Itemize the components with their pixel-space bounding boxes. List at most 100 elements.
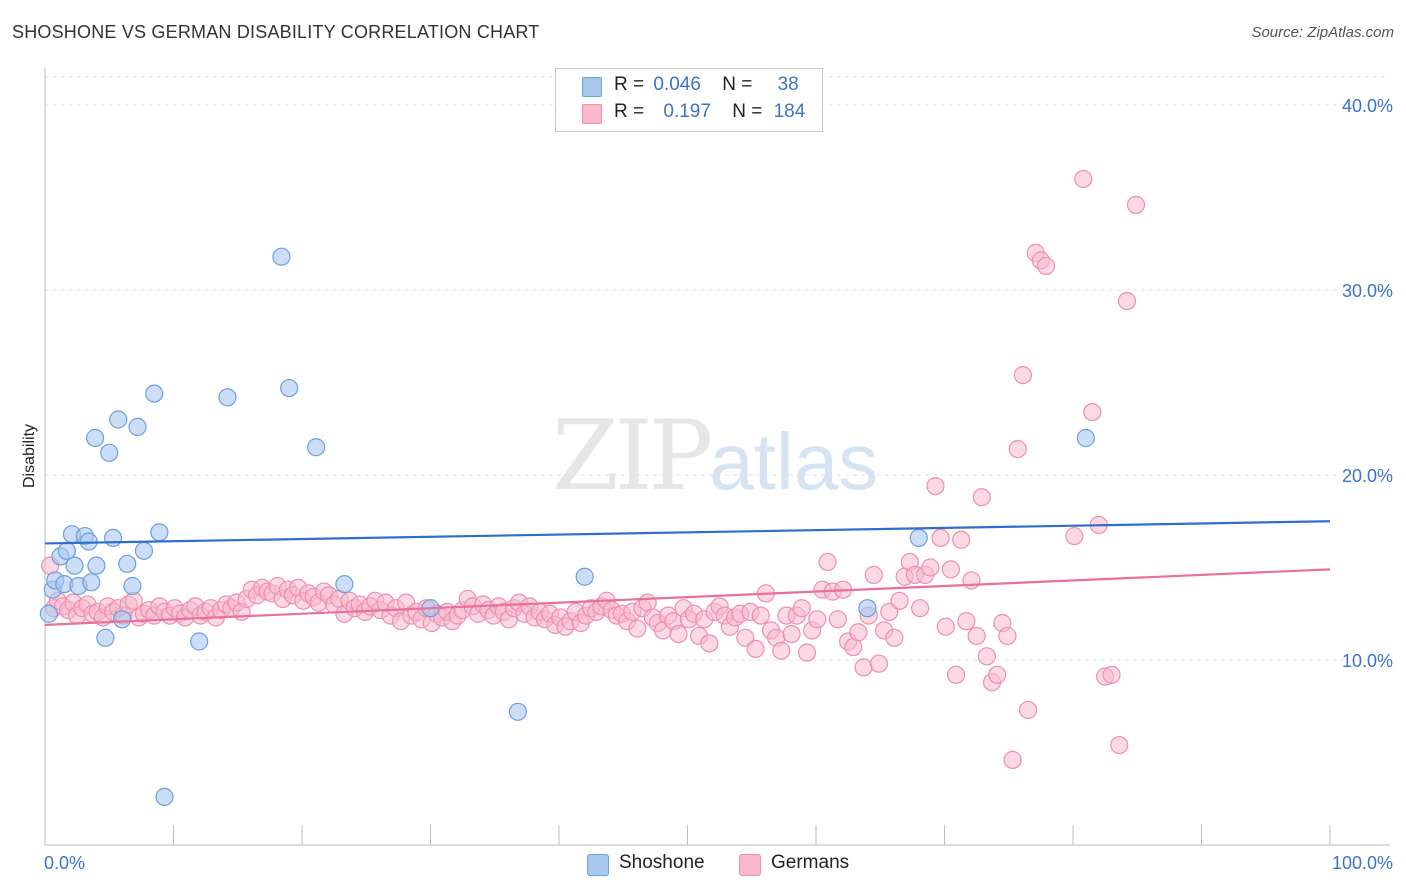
shoshone-point <box>100 443 119 462</box>
x-ticks <box>173 825 1331 845</box>
germans-point <box>669 624 688 644</box>
germans-point <box>1018 700 1038 720</box>
germans-point <box>1036 256 1056 276</box>
germans-point <box>988 665 1007 684</box>
germans-point <box>797 643 817 662</box>
bottom-legend-label-shoshone: Shoshone <box>619 852 705 873</box>
germans-point <box>957 612 976 631</box>
germans-point <box>818 552 837 572</box>
shoshone-point <box>65 556 84 575</box>
shoshone-point <box>86 428 105 448</box>
germans-point <box>1117 292 1137 311</box>
source-label: Source: ZipAtlas.com <box>1251 24 1394 41</box>
shoshone-point <box>87 556 106 575</box>
germans-point <box>782 624 801 644</box>
x-tick-label-min: 0.0% <box>44 853 85 873</box>
germans-point <box>880 602 899 622</box>
germans-point <box>941 560 961 579</box>
germans-point <box>828 610 847 629</box>
legend-r-value: 0.197 <box>663 101 711 122</box>
shoshone-point <box>1076 428 1095 448</box>
chart-title: SHOSHONE VS GERMAN DISABILITY CORRELATIO… <box>12 22 540 42</box>
shoshone-point <box>858 599 877 618</box>
germans-point <box>736 628 755 647</box>
germans-point <box>854 658 873 677</box>
y-tick-labels: 10.0% 20.0% 30.0% 40.0% <box>1342 96 1393 671</box>
stats-legend: R = 0.046 N = 38 R = 0.197 N = 184 <box>555 68 823 132</box>
germans-point <box>746 639 765 659</box>
germans-point <box>998 626 1017 646</box>
germans-points <box>41 169 1146 770</box>
shoshone-point <box>218 388 237 407</box>
shoshone-point <box>575 567 594 586</box>
shoshone-point <box>96 628 115 647</box>
grid-lines <box>45 76 1390 661</box>
axes <box>44 68 1390 846</box>
germans-point <box>910 599 930 618</box>
trend-lines <box>44 520 1331 626</box>
x-tick-label-max: 100.0% <box>1332 853 1393 873</box>
germans-point <box>1008 440 1027 459</box>
legend-text-germans: R = 0.197 N = 184 <box>614 101 805 123</box>
germans-point <box>890 591 909 610</box>
germans-point <box>1013 366 1032 385</box>
germans-point <box>967 626 986 646</box>
shoshone-point <box>109 410 128 429</box>
germans-point <box>931 528 950 548</box>
shoshone-point <box>280 378 299 398</box>
germans-point <box>926 477 945 496</box>
germans-point <box>972 488 991 507</box>
legend-n-label: N = <box>722 74 753 95</box>
shoshone-points <box>39 247 1095 807</box>
germans-point <box>1065 526 1084 546</box>
germans-point <box>628 619 647 638</box>
germans-point <box>869 654 889 673</box>
germans-trend-line <box>44 568 1331 626</box>
shoshone-point <box>128 417 147 436</box>
germans-point <box>1083 403 1102 422</box>
shoshone-point <box>123 576 142 596</box>
legend-r-value: 0.046 <box>653 74 701 95</box>
shoshone-point <box>190 632 209 651</box>
legend-r-label: R = <box>614 74 645 95</box>
shoshone-point <box>150 523 169 542</box>
shoshone-point <box>104 528 123 548</box>
germans-point <box>849 623 868 642</box>
shoshone-point <box>82 573 101 592</box>
germans-point <box>921 558 940 577</box>
shoshone-point <box>112 610 132 629</box>
legend-text-shoshone: R = 0.046 N = 38 <box>614 74 799 96</box>
germans-point <box>1074 169 1093 189</box>
germans-point <box>946 665 966 684</box>
legend-swatch-shoshone <box>582 77 602 97</box>
y-axis-label: Disability <box>21 424 38 488</box>
y-tick-label: 40.0% <box>1342 96 1393 116</box>
legend-swatch-germans <box>582 104 602 124</box>
bottom-legend-swatch-germans <box>739 854 761 876</box>
legend-r-label: R = <box>614 101 645 122</box>
germans-point <box>936 617 955 636</box>
legend-n-label: N = <box>732 101 763 122</box>
shoshone-point <box>909 528 928 548</box>
shoshone-point <box>335 575 354 594</box>
shoshone-point <box>39 604 58 623</box>
shoshone-point <box>155 787 174 807</box>
shoshone-point <box>307 438 326 457</box>
watermark-zip: ZIP <box>552 400 713 512</box>
germans-point <box>1003 750 1022 770</box>
germans-point <box>1126 195 1146 214</box>
shoshone-point <box>145 384 164 403</box>
watermark: ZIPatlas <box>552 400 878 512</box>
shoshone-point <box>508 702 527 721</box>
legend-n-value: 38 <box>777 74 799 95</box>
y-tick-label: 20.0% <box>1342 466 1393 486</box>
germans-point <box>864 565 883 585</box>
y-tick-label: 30.0% <box>1342 281 1393 301</box>
bottom-legend-label-germans: Germans <box>771 852 850 873</box>
germans-point <box>962 571 981 590</box>
germans-point <box>751 606 770 625</box>
germans-point <box>977 647 997 666</box>
shoshone-point <box>134 541 154 560</box>
bottom-legend-swatch-shoshone <box>587 854 609 876</box>
